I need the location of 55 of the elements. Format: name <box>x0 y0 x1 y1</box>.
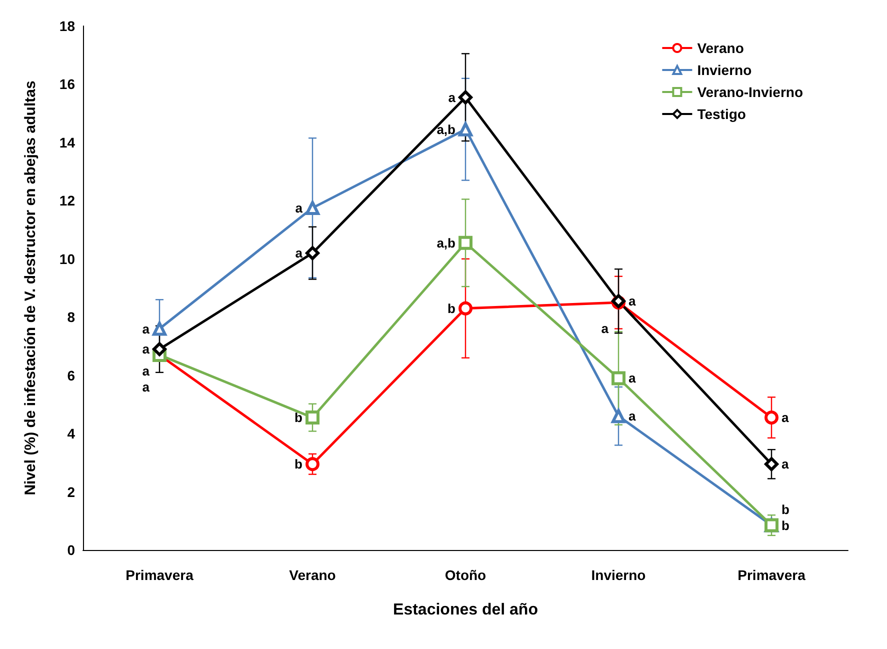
y-tick-label: 14 <box>59 134 76 150</box>
annotation: a <box>142 363 150 378</box>
annotation: b <box>448 300 456 316</box>
annotation: a <box>782 410 790 426</box>
annotation: a,b <box>436 122 456 137</box>
point <box>152 322 166 336</box>
point <box>306 200 320 215</box>
annotation: a <box>448 90 456 105</box>
annotation: b <box>782 518 790 533</box>
annotation: a,b <box>436 235 456 250</box>
annotation: a <box>628 370 636 386</box>
annotation: a <box>782 456 790 472</box>
y-tick-label: 18 <box>59 18 76 34</box>
point <box>306 410 320 425</box>
annotation: a <box>295 246 304 261</box>
legend-label: Verano <box>697 40 744 56</box>
x-axis-title: Estaciones del año <box>393 602 538 618</box>
y-axis-title: Nivel (%) de infestación de V. destructor en abejas adultas <box>22 80 39 496</box>
y-tick-label: 16 <box>59 76 76 92</box>
legend-label: Verano-Invierno <box>697 84 804 100</box>
annotation: a <box>295 200 304 216</box>
point <box>764 410 778 425</box>
annotation: b <box>782 502 790 517</box>
annotation: a <box>628 408 636 424</box>
point <box>306 457 320 472</box>
y-tick-label: 8 <box>67 309 76 326</box>
point <box>764 457 778 472</box>
point <box>152 342 166 356</box>
x-tick-label: Primavera <box>126 567 194 583</box>
x-tick-label: Primavera <box>738 567 806 583</box>
annotation: a <box>142 379 150 394</box>
point <box>612 409 626 424</box>
y-tick-label: 12 <box>59 192 76 209</box>
point <box>458 90 472 104</box>
legend-label: Testigo <box>697 106 746 122</box>
y-tick-label: 6 <box>67 367 76 384</box>
x-tick-label: Verano <box>289 567 336 583</box>
annotation: a <box>142 321 150 336</box>
annotation: a <box>142 342 150 357</box>
x-tick-label: Invierno <box>591 567 646 583</box>
legend-label: Invierno <box>697 62 752 78</box>
point <box>458 122 472 136</box>
point <box>458 301 472 316</box>
y-tick-label: 4 <box>67 426 76 442</box>
annotation: b <box>294 410 303 426</box>
point <box>458 236 472 250</box>
y-tick-label: 2 <box>67 484 76 500</box>
annotation: a <box>601 321 610 336</box>
point <box>306 246 320 260</box>
point <box>612 371 626 386</box>
y-tick-label: 0 <box>67 542 76 558</box>
x-tick-label: Otoño <box>444 567 486 583</box>
y-tick-label: 10 <box>59 250 76 267</box>
annotation: b <box>294 456 303 472</box>
annotation: a <box>628 294 636 309</box>
